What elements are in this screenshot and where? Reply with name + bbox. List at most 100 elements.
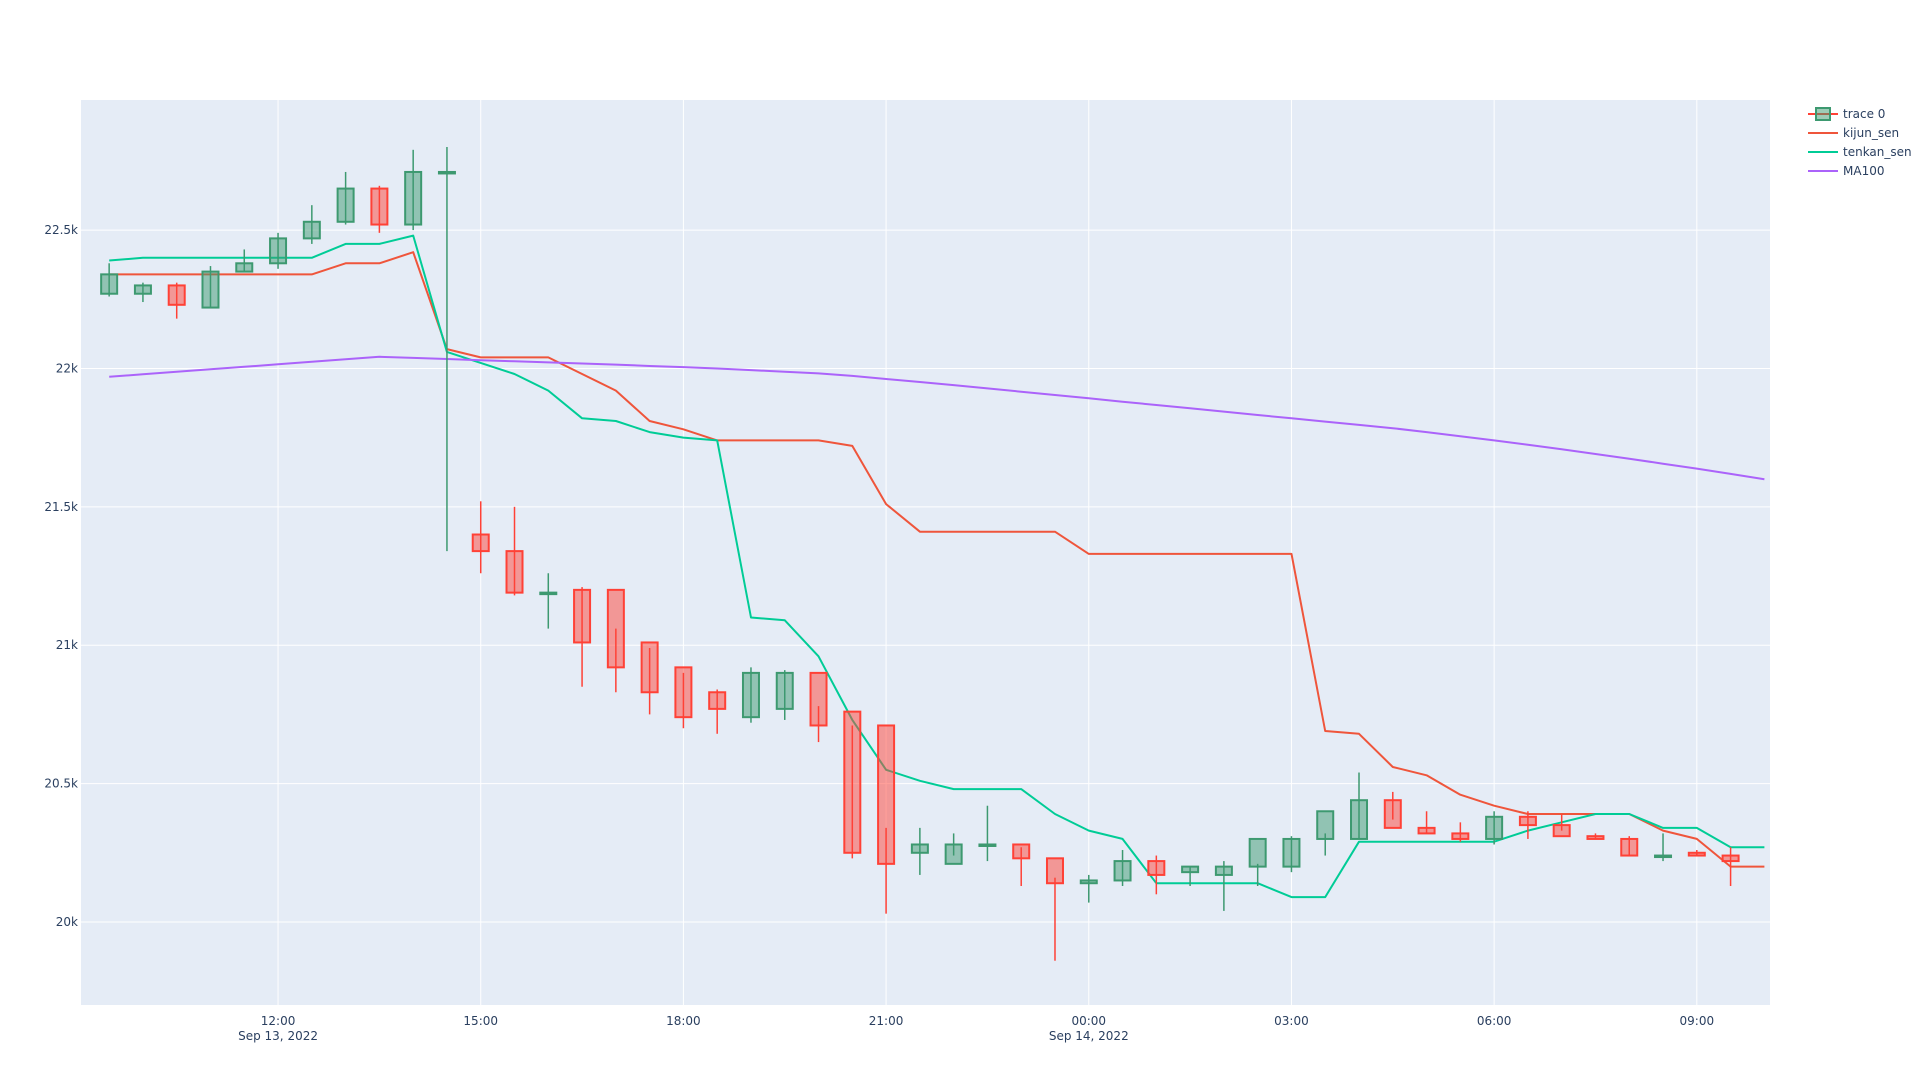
legend-item[interactable]: MA100 [1808,164,1884,178]
candle [370,185,389,233]
candle [1248,837,1267,886]
candle-body [775,671,794,710]
candle-body [167,284,186,306]
candle-body [370,187,389,226]
candle-body [1248,837,1267,868]
candle [674,666,693,729]
candle-body [1282,837,1301,868]
candle-body [269,237,288,265]
candle [910,827,929,875]
candle [437,147,456,552]
candle-body [1181,865,1200,874]
candle-body [843,710,862,854]
candle [1687,850,1706,857]
legend[interactable]: trace 0 kijun_sen tenkan_sen MA100 [1808,107,1912,178]
candle [201,266,220,309]
series-line-MA100 [109,355,1765,481]
candle [539,573,558,629]
candle-body [640,641,659,694]
x-tick-label: 00:00 [1071,1014,1106,1028]
candle [302,205,321,244]
legend-item[interactable]: trace 0 [1808,107,1885,121]
legend-label: kijun_sen [1843,126,1899,140]
candle-body [606,588,625,669]
candle [404,149,423,231]
candle-body [1687,851,1706,857]
x-tick-sublabel: Sep 13, 2022 [238,1029,318,1043]
candle-body [809,671,828,727]
candle-body [471,533,490,553]
candle-body [539,591,558,596]
candle [573,587,592,687]
y-tick-label: 21.5k [44,500,78,514]
candle-body [573,588,592,644]
candle [133,282,152,303]
candle [167,282,186,319]
candle [1620,836,1639,857]
candle [1586,833,1605,840]
legend-item[interactable]: tenkan_sen [1808,145,1912,159]
candle-body [1012,843,1031,860]
candle-body [1045,857,1064,885]
candle-body [100,273,119,295]
y-tick-label: 21k [56,638,78,652]
candle [708,689,727,734]
y-tick-label: 20.5k [44,777,78,791]
candle-body [235,262,254,273]
candle-body [877,724,896,865]
candle-body [1113,860,1132,882]
candle-body [1451,832,1470,840]
series-line-kijun_sen [109,251,1765,868]
legend-label: tenkan_sen [1843,145,1912,159]
candle [775,670,794,720]
candle [1147,855,1166,895]
y-tick-label: 20k [56,915,78,929]
candle-body [1620,837,1639,857]
candle [1485,811,1504,845]
candle [1383,791,1402,829]
candle [1721,847,1740,886]
y-tick-label: 22k [56,361,78,375]
legend-item[interactable]: kijun_sen [1808,126,1899,140]
indicator-lines [109,234,1765,899]
candle [1417,811,1436,835]
candle-body [437,170,456,175]
candle [877,724,896,914]
candle-body [404,170,423,226]
y-axis: 20k 20.5k 21k 21.5k 22k 22.5k [44,223,78,929]
candle [336,171,355,225]
candle [944,833,963,865]
x-tick-label: 06:00 [1477,1014,1512,1028]
candle [1012,843,1031,886]
x-tick-label: 21:00 [869,1014,904,1028]
plot-background [81,100,1770,1005]
candle-body [1147,860,1166,876]
candle [978,805,997,862]
x-tick-label: 18:00 [666,1014,701,1028]
candle [1350,772,1369,840]
candle-body [133,284,152,295]
candle [1079,874,1098,903]
candle [1181,865,1200,886]
candle [1214,861,1233,911]
candle-body [505,550,524,594]
candle-body [1552,824,1571,838]
candle-body [1350,799,1369,840]
candle [843,710,862,859]
x-tick-label: 09:00 [1680,1014,1715,1028]
legend-swatch-box [1815,107,1831,121]
candle [1045,857,1064,961]
candle-body [741,671,760,719]
candle-body [1654,854,1673,859]
candle [1113,850,1132,886]
candle [1518,811,1537,839]
legend-label: MA100 [1843,164,1884,178]
x-tick-label: 12:00 [261,1014,296,1028]
candle-body [910,843,929,854]
x-tick-sublabel: Sep 14, 2022 [1049,1029,1129,1043]
candle-body [944,843,963,865]
candle-body [302,220,321,240]
candle [505,506,524,596]
candles [100,147,1740,961]
candle [809,671,828,743]
